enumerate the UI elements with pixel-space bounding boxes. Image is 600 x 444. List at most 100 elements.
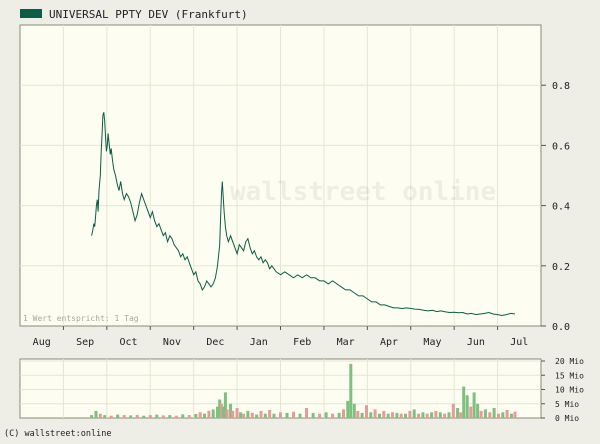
volume-bar	[161, 415, 165, 418]
volume-bar	[378, 413, 381, 418]
volume-bar	[207, 410, 211, 418]
volume-bar	[225, 409, 229, 418]
volume-bar	[451, 403, 455, 419]
legend-label: UNIVERSAL PPTY DEV (Frankfurt)	[49, 8, 248, 21]
volume-bar	[337, 412, 341, 418]
volume-bar	[331, 413, 335, 418]
volume-bar	[90, 415, 94, 418]
volume-bar	[356, 410, 360, 418]
month-label: Jun	[467, 337, 485, 348]
volume-bar	[369, 412, 373, 418]
volume-bar	[492, 408, 496, 418]
volume-bar	[211, 409, 215, 418]
volume-bar	[443, 413, 447, 418]
volume-bar	[395, 412, 399, 418]
volume-bar	[404, 413, 407, 418]
volume-bar	[465, 395, 469, 418]
month-label: Jul	[510, 337, 528, 348]
volume-bar	[218, 399, 222, 418]
volume-bar	[305, 408, 308, 418]
volume-bar	[94, 410, 98, 418]
volume-bar	[223, 392, 227, 418]
volume-bar	[399, 413, 403, 418]
volume-bar	[408, 410, 412, 418]
month-label: Mar	[337, 337, 355, 348]
volume-bar	[324, 412, 328, 418]
volume-bar	[352, 403, 356, 419]
volume-bar	[181, 414, 185, 418]
volume-y-tick-label: 10 Mio	[555, 386, 584, 395]
volume-bar	[187, 415, 191, 418]
month-label: Dec	[206, 337, 224, 348]
month-label: Apr	[380, 337, 398, 348]
volume-bar	[242, 413, 246, 418]
price-line	[91, 112, 516, 317]
copyright: (C) wallstreet:online	[4, 429, 111, 439]
price-y-tick-label: 0.0	[552, 322, 570, 333]
volume-bar	[250, 412, 254, 418]
volume-bar	[318, 413, 322, 418]
volume-bar	[438, 412, 442, 418]
volume-bar	[382, 410, 386, 418]
volume-bar	[268, 410, 272, 418]
volume-bar	[483, 409, 487, 418]
volume-bar	[220, 403, 223, 419]
month-labels: Aug Sep Oct Nov Dec Jan Feb Mar Apr May Jun Jul	[33, 326, 528, 348]
month-label: Sep	[76, 337, 94, 348]
volume-bars	[90, 363, 517, 419]
volume-bar	[412, 409, 416, 418]
volume-bar	[235, 408, 239, 418]
volume-bar	[279, 412, 282, 418]
month-label: Feb	[293, 337, 311, 348]
volume-bar	[510, 413, 513, 418]
legend-swatch	[20, 9, 42, 18]
volume-bar	[109, 415, 113, 418]
volume-bar	[198, 412, 202, 418]
volume-bar	[488, 412, 492, 418]
volume-bar	[360, 412, 364, 418]
volume-bar	[479, 410, 483, 418]
volume-bar	[342, 409, 345, 418]
price-y-tick-label: 0.8	[552, 81, 570, 92]
volume-bar	[447, 412, 451, 418]
volume-bar	[259, 410, 263, 418]
price-y-tick-label: 0.6	[552, 141, 570, 152]
volume-bar	[221, 406, 225, 418]
volume-bar	[472, 392, 476, 418]
month-label: Aug	[33, 337, 51, 348]
volume-bar	[386, 413, 390, 418]
volume-bar	[272, 413, 276, 418]
volume-bar	[116, 414, 120, 418]
watermark: wallstreet online	[230, 177, 496, 207]
volume-bar	[239, 412, 243, 418]
volume-bar	[391, 412, 394, 418]
volume-bar	[462, 386, 466, 418]
volume-bar	[456, 408, 460, 418]
month-label: Nov	[163, 337, 181, 348]
volume-bar	[98, 413, 102, 418]
volume-y-tick-label: 5 Mio	[555, 400, 579, 409]
volume-y-tick-label: 20 Mio	[555, 357, 584, 366]
volume-bar	[103, 415, 107, 418]
volume-bar	[155, 414, 159, 418]
volume-bar	[129, 415, 133, 418]
volume-bar	[373, 409, 377, 418]
volume-bar	[346, 400, 350, 418]
volume-bar	[229, 403, 233, 419]
volume-bar	[476, 403, 480, 419]
footnote: 1 Wert entspricht: 1 Tag	[23, 314, 139, 323]
price-y-ticks: 0.0 0.2 0.4 0.6 0.8	[541, 81, 570, 333]
volume-bar	[298, 413, 302, 418]
volume-bar	[194, 414, 198, 418]
volume-bar	[311, 412, 315, 418]
volume-bar	[255, 414, 259, 418]
volume-bar	[497, 413, 500, 418]
volume-bar	[469, 406, 473, 418]
volume-bar	[365, 405, 368, 418]
volume-bar	[513, 411, 517, 418]
volume-bar	[203, 413, 206, 418]
volume-bar	[459, 412, 463, 418]
volume-bar	[421, 412, 425, 418]
